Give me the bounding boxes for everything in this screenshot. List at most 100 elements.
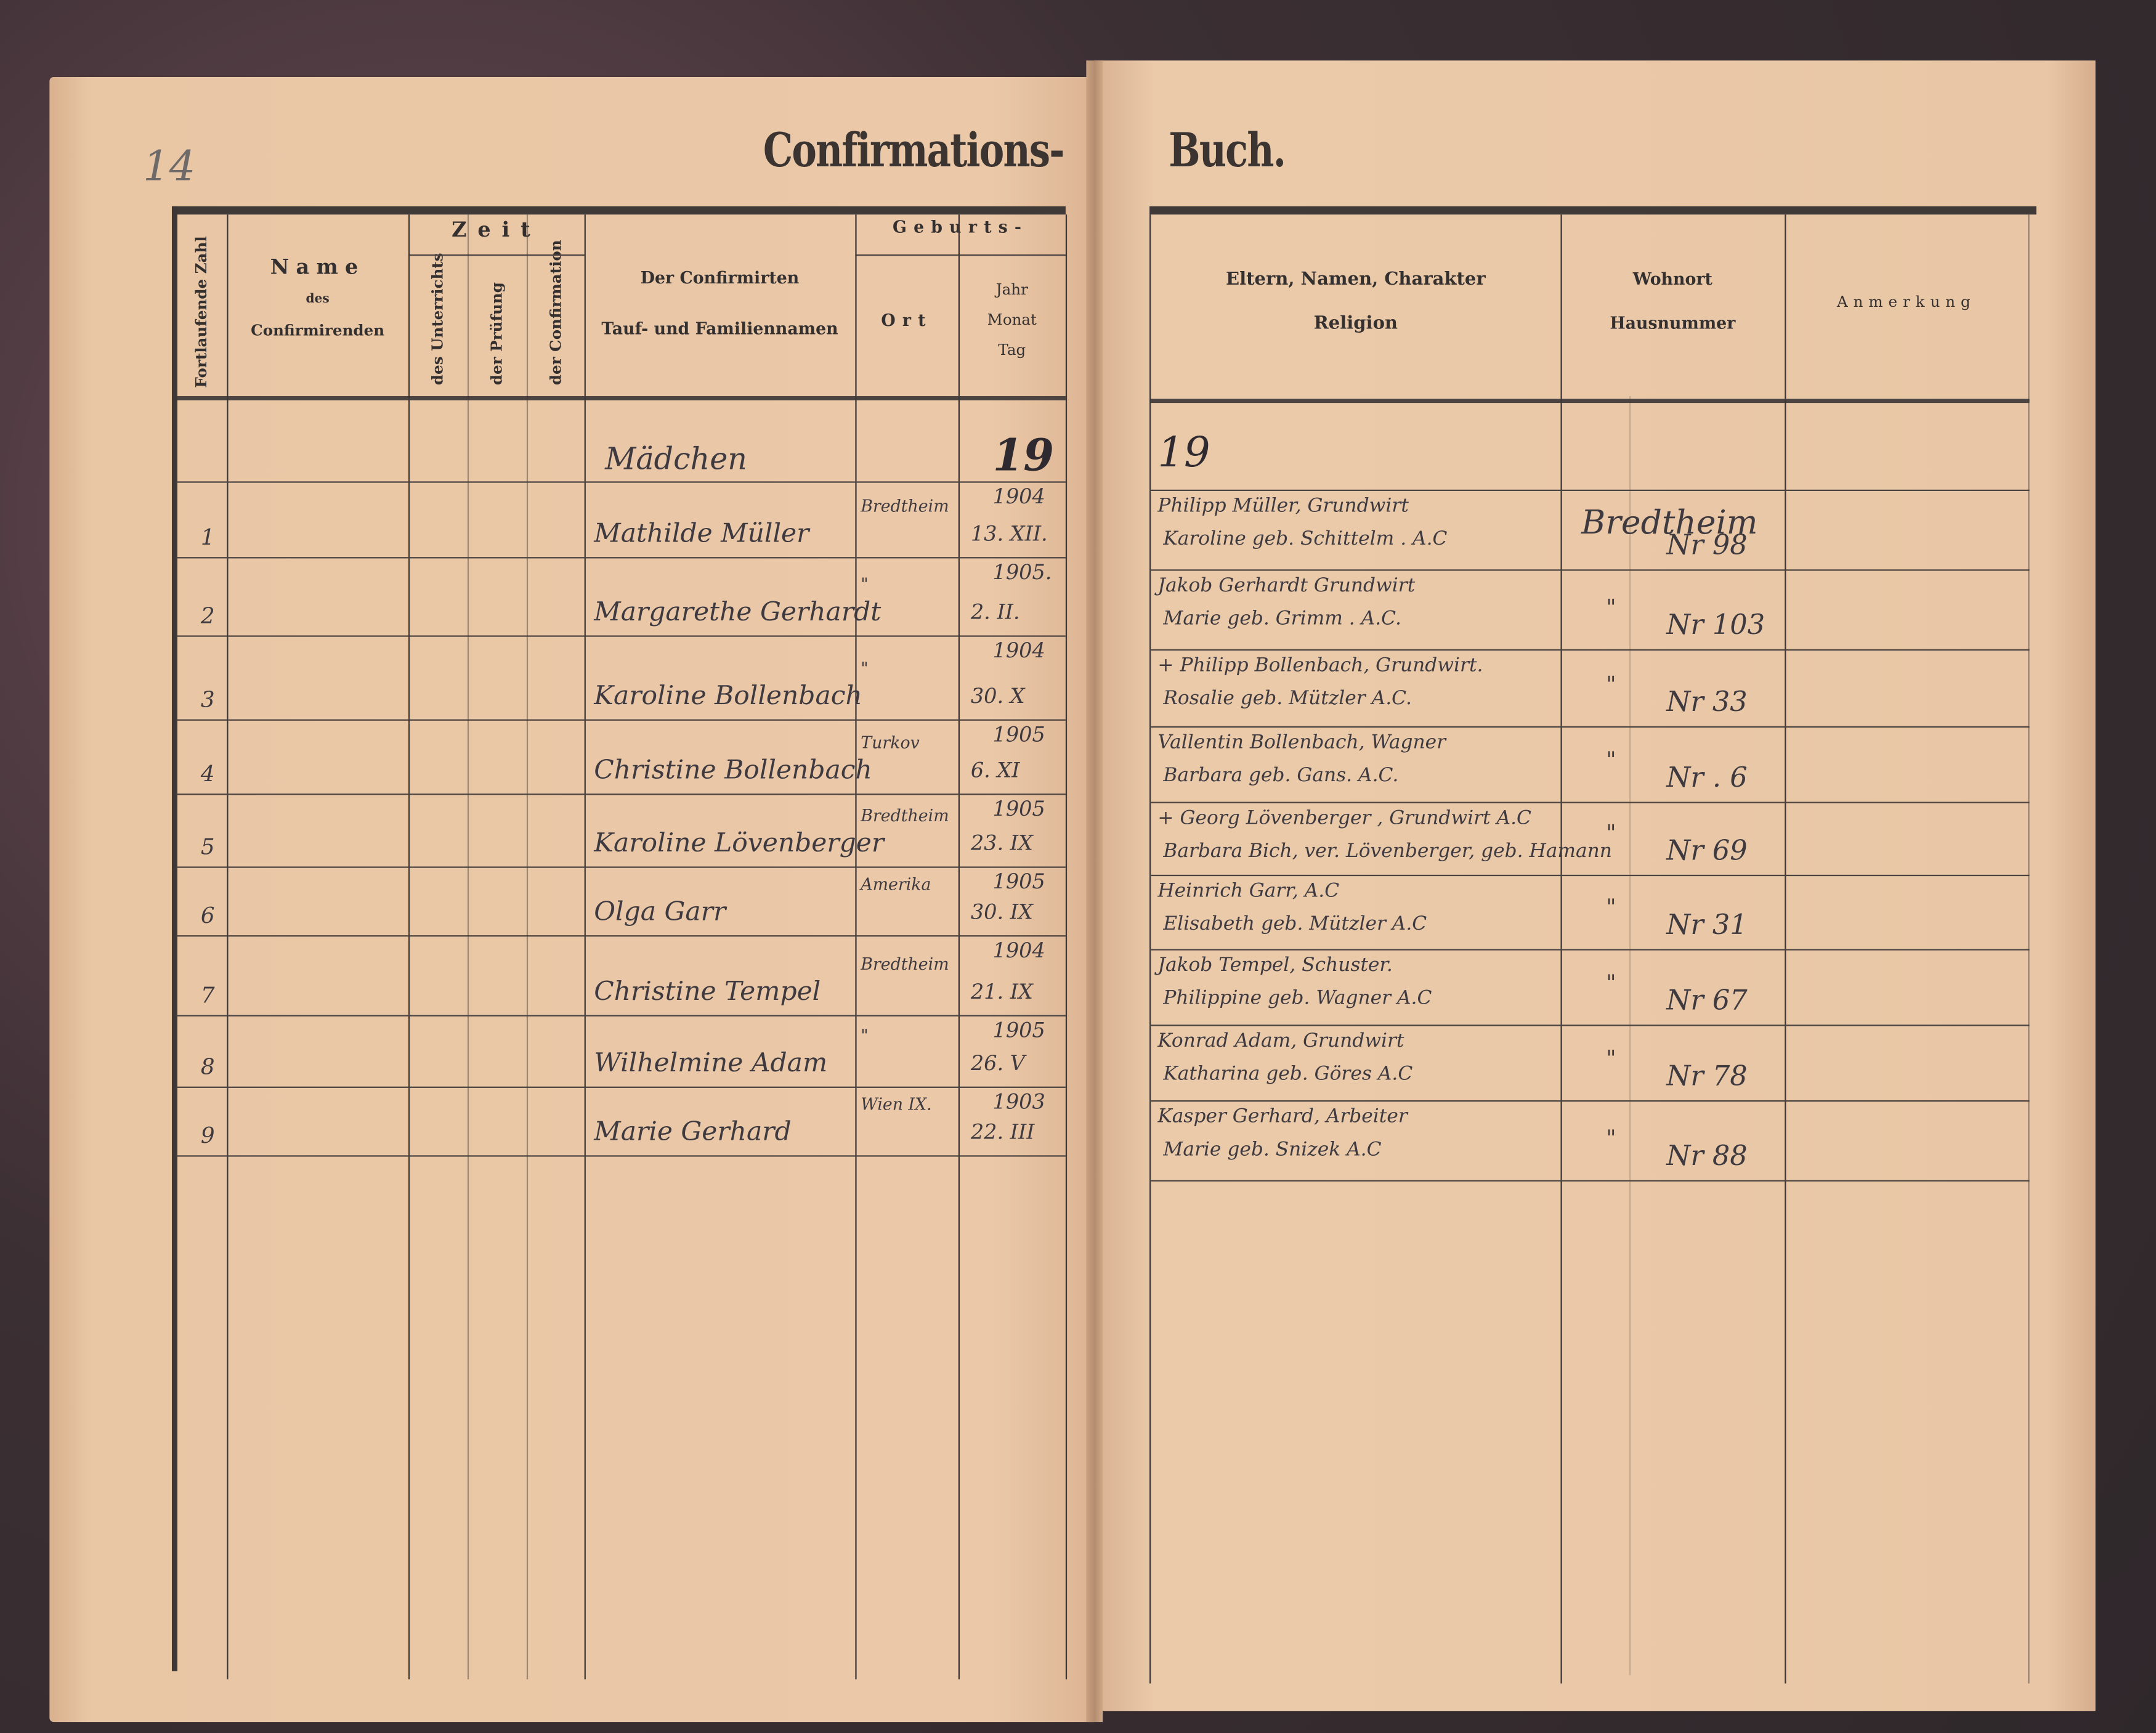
residence: ": [1606, 1125, 1616, 1151]
residence: ": [1606, 969, 1616, 996]
column-rule-left: [855, 214, 857, 1679]
birth-place: Amerika: [861, 874, 931, 895]
child-name: Christine Bollenbach: [594, 755, 872, 785]
house-number: Nr . 6: [1666, 760, 1748, 794]
parents-line-2: Elisabeth geb. Mützler A.C: [1163, 913, 1427, 936]
row-number: 1: [200, 524, 215, 550]
parents-line-2: Karoline geb. Schittelm . A.C: [1163, 528, 1448, 550]
birth-year: 1905: [992, 869, 1045, 895]
header-monat: Monat: [987, 310, 1037, 329]
parents-line-1: Philipp Müller, Grundwirt: [1157, 495, 1409, 517]
residence: ": [1606, 819, 1616, 846]
birth-day-month: 6. XI: [970, 758, 1020, 783]
residence: ": [1606, 894, 1616, 920]
row-rule-right: [1149, 802, 2030, 803]
birth-year: 1905.: [992, 559, 1052, 585]
row-rule-right: [1149, 649, 2030, 651]
title-left: Confirmations-: [763, 123, 1065, 179]
birth-year: 1904: [992, 484, 1045, 509]
header-anmerkung: Anmerkung: [1836, 293, 1976, 311]
birth-year: 1905: [992, 722, 1045, 747]
row-rule-left: [176, 1015, 1066, 1017]
parents-line-2: Marie geb. Snizek A.C: [1163, 1138, 1382, 1161]
birth-day-month: 13. XII.: [970, 521, 1048, 546]
header-name-2: des: [306, 293, 330, 307]
birth-place: ": [861, 1026, 869, 1045]
parents-line-1: + Georg Lövenberger , Grundwirt A.C: [1157, 807, 1531, 830]
header-tag: Tag: [998, 341, 1026, 359]
header-eltern-1: Eltern, Namen, Charakter: [1225, 269, 1486, 291]
birth-day-month: 30. IX: [970, 899, 1033, 925]
parents-line-1: Jakob Gerhardt Grundwirt: [1157, 575, 1416, 597]
house-number: Nr 78: [1666, 1059, 1748, 1092]
parents-line-1: + Philipp Bollenbach, Grundwirt.: [1157, 654, 1483, 677]
header-ort: Ort: [881, 310, 933, 330]
birth-day-month: 2. II.: [970, 599, 1020, 625]
header-zeit: Zeit: [452, 217, 541, 242]
title-right: Buch.: [1169, 123, 1286, 179]
parents-line-2: Barbara Bich, ver. Lövenberger, geb. Ham…: [1163, 840, 1612, 862]
child-name: Karoline Lövenberger: [594, 827, 885, 859]
birth-place: Bredtheim: [861, 954, 949, 974]
parents-line-2: Katharina geb. Göres A.C: [1163, 1063, 1413, 1086]
row-number: 7: [200, 982, 215, 1009]
parents-line-2: Rosalie geb. Mützler A.C.: [1163, 688, 1412, 710]
row-rule-right: [1149, 1100, 2030, 1102]
parents-line-1: Vallentin Bollenbach, Wagner: [1157, 731, 1446, 754]
row-rule-left: [176, 557, 1066, 559]
residence: ": [1606, 671, 1616, 697]
house-number: Nr 31: [1666, 907, 1748, 941]
row-rule-left: [176, 719, 1066, 721]
row-rule-right: [1149, 1025, 2030, 1026]
page-number: 14: [143, 143, 196, 192]
row-number: 4: [200, 760, 215, 787]
section-year-left: 19: [992, 429, 1054, 482]
book-gutter: [1086, 60, 1103, 1723]
left-page: [49, 77, 1095, 1723]
header-name-1: Name: [270, 254, 365, 280]
row-rule-left: [176, 793, 1066, 795]
row-rule-left: [176, 635, 1066, 637]
right-page: [1094, 60, 2096, 1711]
row-rule-left: [176, 866, 1066, 868]
row-rule-left: [176, 935, 1066, 937]
birth-place: ": [861, 575, 869, 595]
column-rule-left: [408, 214, 410, 1679]
birth-day-month: 23. IX: [970, 830, 1033, 856]
column-rule-left: [1065, 214, 1068, 1679]
parents-line-2: Philippine geb. Wagner A.C: [1163, 987, 1432, 1010]
child-name: Olga Garr: [594, 896, 726, 927]
column-rule-left: [467, 214, 469, 1679]
parents-line-1: Jakob Tempel, Schuster.: [1157, 954, 1393, 977]
child-name: Christine Tempel: [594, 976, 821, 1007]
child-name: Karoline Bollenbach: [594, 681, 862, 712]
header-bottom-rule-left: [172, 396, 1066, 400]
house-number: Nr 103: [1666, 607, 1765, 641]
house-number: Nr 67: [1666, 983, 1748, 1017]
column-rule-left: [172, 206, 177, 1671]
row-number: 9: [200, 1122, 215, 1149]
row-rule-left: [176, 1155, 1066, 1157]
birth-place: Turkov: [861, 733, 920, 753]
table-top-rule-left: [172, 206, 1066, 215]
row-rule-left: [176, 481, 1066, 483]
section-label: Mädchen: [605, 442, 747, 477]
birth-day-month: 22. III: [970, 1119, 1035, 1145]
child-name: Mathilde Müller: [594, 518, 809, 549]
column-rule-faint: [1629, 396, 1631, 1676]
residence: ": [1606, 747, 1616, 773]
row-rule-right: [1149, 726, 2030, 728]
parents-line-1: Kasper Gerhard, Arbeiter: [1157, 1105, 1408, 1128]
header-eltern-2: Religion: [1313, 314, 1398, 335]
birth-place: ": [861, 659, 869, 678]
row-rule-right: [1149, 874, 2030, 877]
birth-day-month: 21. IX: [970, 979, 1033, 1004]
birth-place: Bredtheim: [861, 496, 949, 516]
header-jahr: Jahr: [995, 280, 1028, 299]
parents-line-2: Barbara geb. Gans. A.C.: [1163, 765, 1399, 787]
parents-line-2: Marie geb. Grimm . A.C.: [1163, 607, 1401, 630]
house-number: Nr 33: [1666, 684, 1748, 718]
birth-year: 1905: [992, 796, 1045, 821]
birth-year: 1905: [992, 1018, 1045, 1043]
header-zeit-pruefung: der Prüfung: [488, 282, 506, 386]
